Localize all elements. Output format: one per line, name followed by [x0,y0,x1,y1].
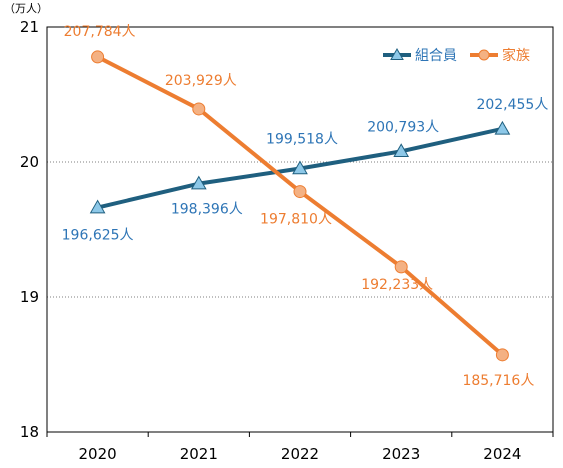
data-label-kumiaiin-2024: 202,455人 [476,97,548,113]
series [89,50,511,362]
data-label-kazoku-2021: 203,929人 [165,73,237,89]
y-tick-label-21: 21 [20,18,39,36]
data-label-kazoku-2023: 192,233人 [361,277,433,293]
point-kazoku-2024 [495,348,509,362]
legend-label-kumiaiin: 組合員 [415,48,457,64]
legend-label-kazoku: 家族 [502,47,530,64]
point-kazoku-2022 [293,185,307,199]
x-tick-label-2020: 2020 [79,445,117,463]
y-tick-label-19: 19 [20,288,39,306]
data-label-kumiaiin-2020: 196,625人 [62,228,134,244]
data-label-kumiaiin-2023: 200,793人 [367,119,439,135]
legend: 組合員 家族 [383,47,530,64]
legend-marker-kazoku [478,49,490,61]
data-label-kumiaiin-2022: 199,518人 [266,132,338,148]
data-labels: 196,625人 198,396人 199,518人 200,793人 202,455人… [62,24,549,389]
point-kazoku-2021 [192,102,206,116]
x-tick-labels: 2020 2021 2022 2023 2024 [79,445,522,463]
data-label-kazoku-2024: 185,716人 [462,373,534,389]
axes [46,26,554,437]
point-kumiaiin-2023 [393,143,410,158]
x-tick-label-2021: 2021 [180,445,218,463]
y-tick-label-18: 18 [20,423,39,441]
x-tick-label-2024: 2024 [483,445,521,463]
y-tick-label-20: 20 [20,153,39,171]
plot-area-border [46,26,554,433]
data-label-kumiaiin-2021: 198,396人 [171,202,243,218]
point-kumiaiin-2020 [89,199,106,214]
x-tick-label-2023: 2023 [382,445,420,463]
legend-marker-kumiaiin [390,47,404,60]
point-kumiaiin-2021 [190,175,207,190]
series-line-kazoku [96,55,504,357]
point-kumiaiin-2024 [494,120,511,135]
data-label-kazoku-2022: 197,810人 [260,212,332,228]
y-axis-unit-label: （万人） [4,2,48,15]
point-kazoku-2020 [91,50,105,64]
point-kazoku-2023 [394,260,408,274]
x-tick-label-2022: 2022 [281,445,319,463]
y-tick-labels: 18 19 20 21 [20,18,39,441]
point-kumiaiin-2022 [292,160,308,175]
data-label-kazoku-2020: 207,784人 [64,24,136,40]
